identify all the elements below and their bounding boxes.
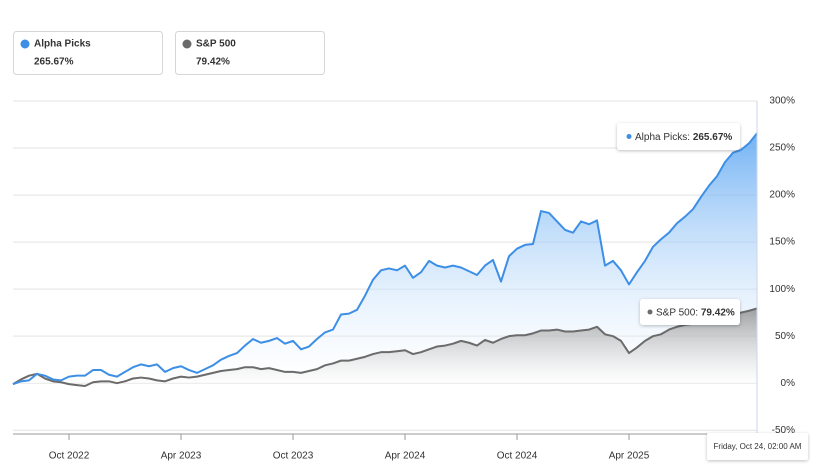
- plot-area: -50% 0% 50% 100% 150% 200% 250% 300% Oct 2022 Apr…: [12, 96, 796, 462]
- y-tick-label: 150%: [769, 237, 795, 248]
- legend-dot: [20, 39, 30, 49]
- legend-box: [13, 31, 163, 75]
- tooltips: Alpha Picks: 265.67% S&P 500: 79.42% Fri…: [617, 123, 808, 460]
- series-area: [13, 133, 757, 385]
- y-tick-label: 200%: [769, 190, 795, 201]
- x-tick-label: Apr 2024: [385, 451, 426, 462]
- tooltip-label: S&P 500:: [656, 307, 698, 318]
- tooltip-text: S&P 500: 79.42%: [656, 307, 735, 318]
- y-tick-label: 50%: [775, 331, 795, 342]
- tooltip-box: [640, 299, 740, 325]
- tooltip-text: Alpha Picks: 265.67%: [635, 132, 732, 143]
- legend: Alpha Picks 265.67% S&P 500 79.42%: [13, 31, 325, 75]
- x-tick-label: Apr 2023: [161, 451, 202, 462]
- y-tick-label: 100%: [769, 284, 795, 295]
- tooltip-dot: [647, 309, 653, 315]
- tooltip-dot: [626, 134, 632, 139]
- crosshair-box: [707, 433, 808, 460]
- legend-value: 265.67%: [34, 57, 74, 68]
- y-tick-label: -50%: [772, 425, 795, 436]
- crosshair-label: Friday, Oct 24, 02:00 AM: [714, 442, 802, 451]
- legend-value: 79.42%: [196, 57, 230, 68]
- tooltip-value: 79.42%: [701, 307, 735, 318]
- series-line: [12, 307, 758, 388]
- x-tick-label: Oct 2022: [49, 451, 90, 462]
- series-area: [13, 308, 757, 387]
- y-tick-label: 0%: [781, 378, 796, 389]
- tooltip-box: [617, 123, 740, 150]
- x-tick-label: Oct 2023: [273, 451, 314, 462]
- x-tick-label: Oct 2024: [497, 451, 538, 462]
- tooltip-value: 265.67%: [693, 132, 733, 143]
- legend-name: S&P 500: [196, 39, 236, 50]
- y-tick-label: 300%: [769, 96, 795, 107]
- y-tick-label: 250%: [769, 143, 795, 154]
- tooltip-label: Alpha Picks:: [635, 132, 690, 143]
- x-tick-label: Apr 2025: [609, 451, 650, 462]
- legend-dot: [182, 39, 192, 49]
- legend-name: Alpha Picks: [34, 39, 91, 50]
- series-line: [12, 132, 758, 386]
- legend-box: [175, 31, 325, 75]
